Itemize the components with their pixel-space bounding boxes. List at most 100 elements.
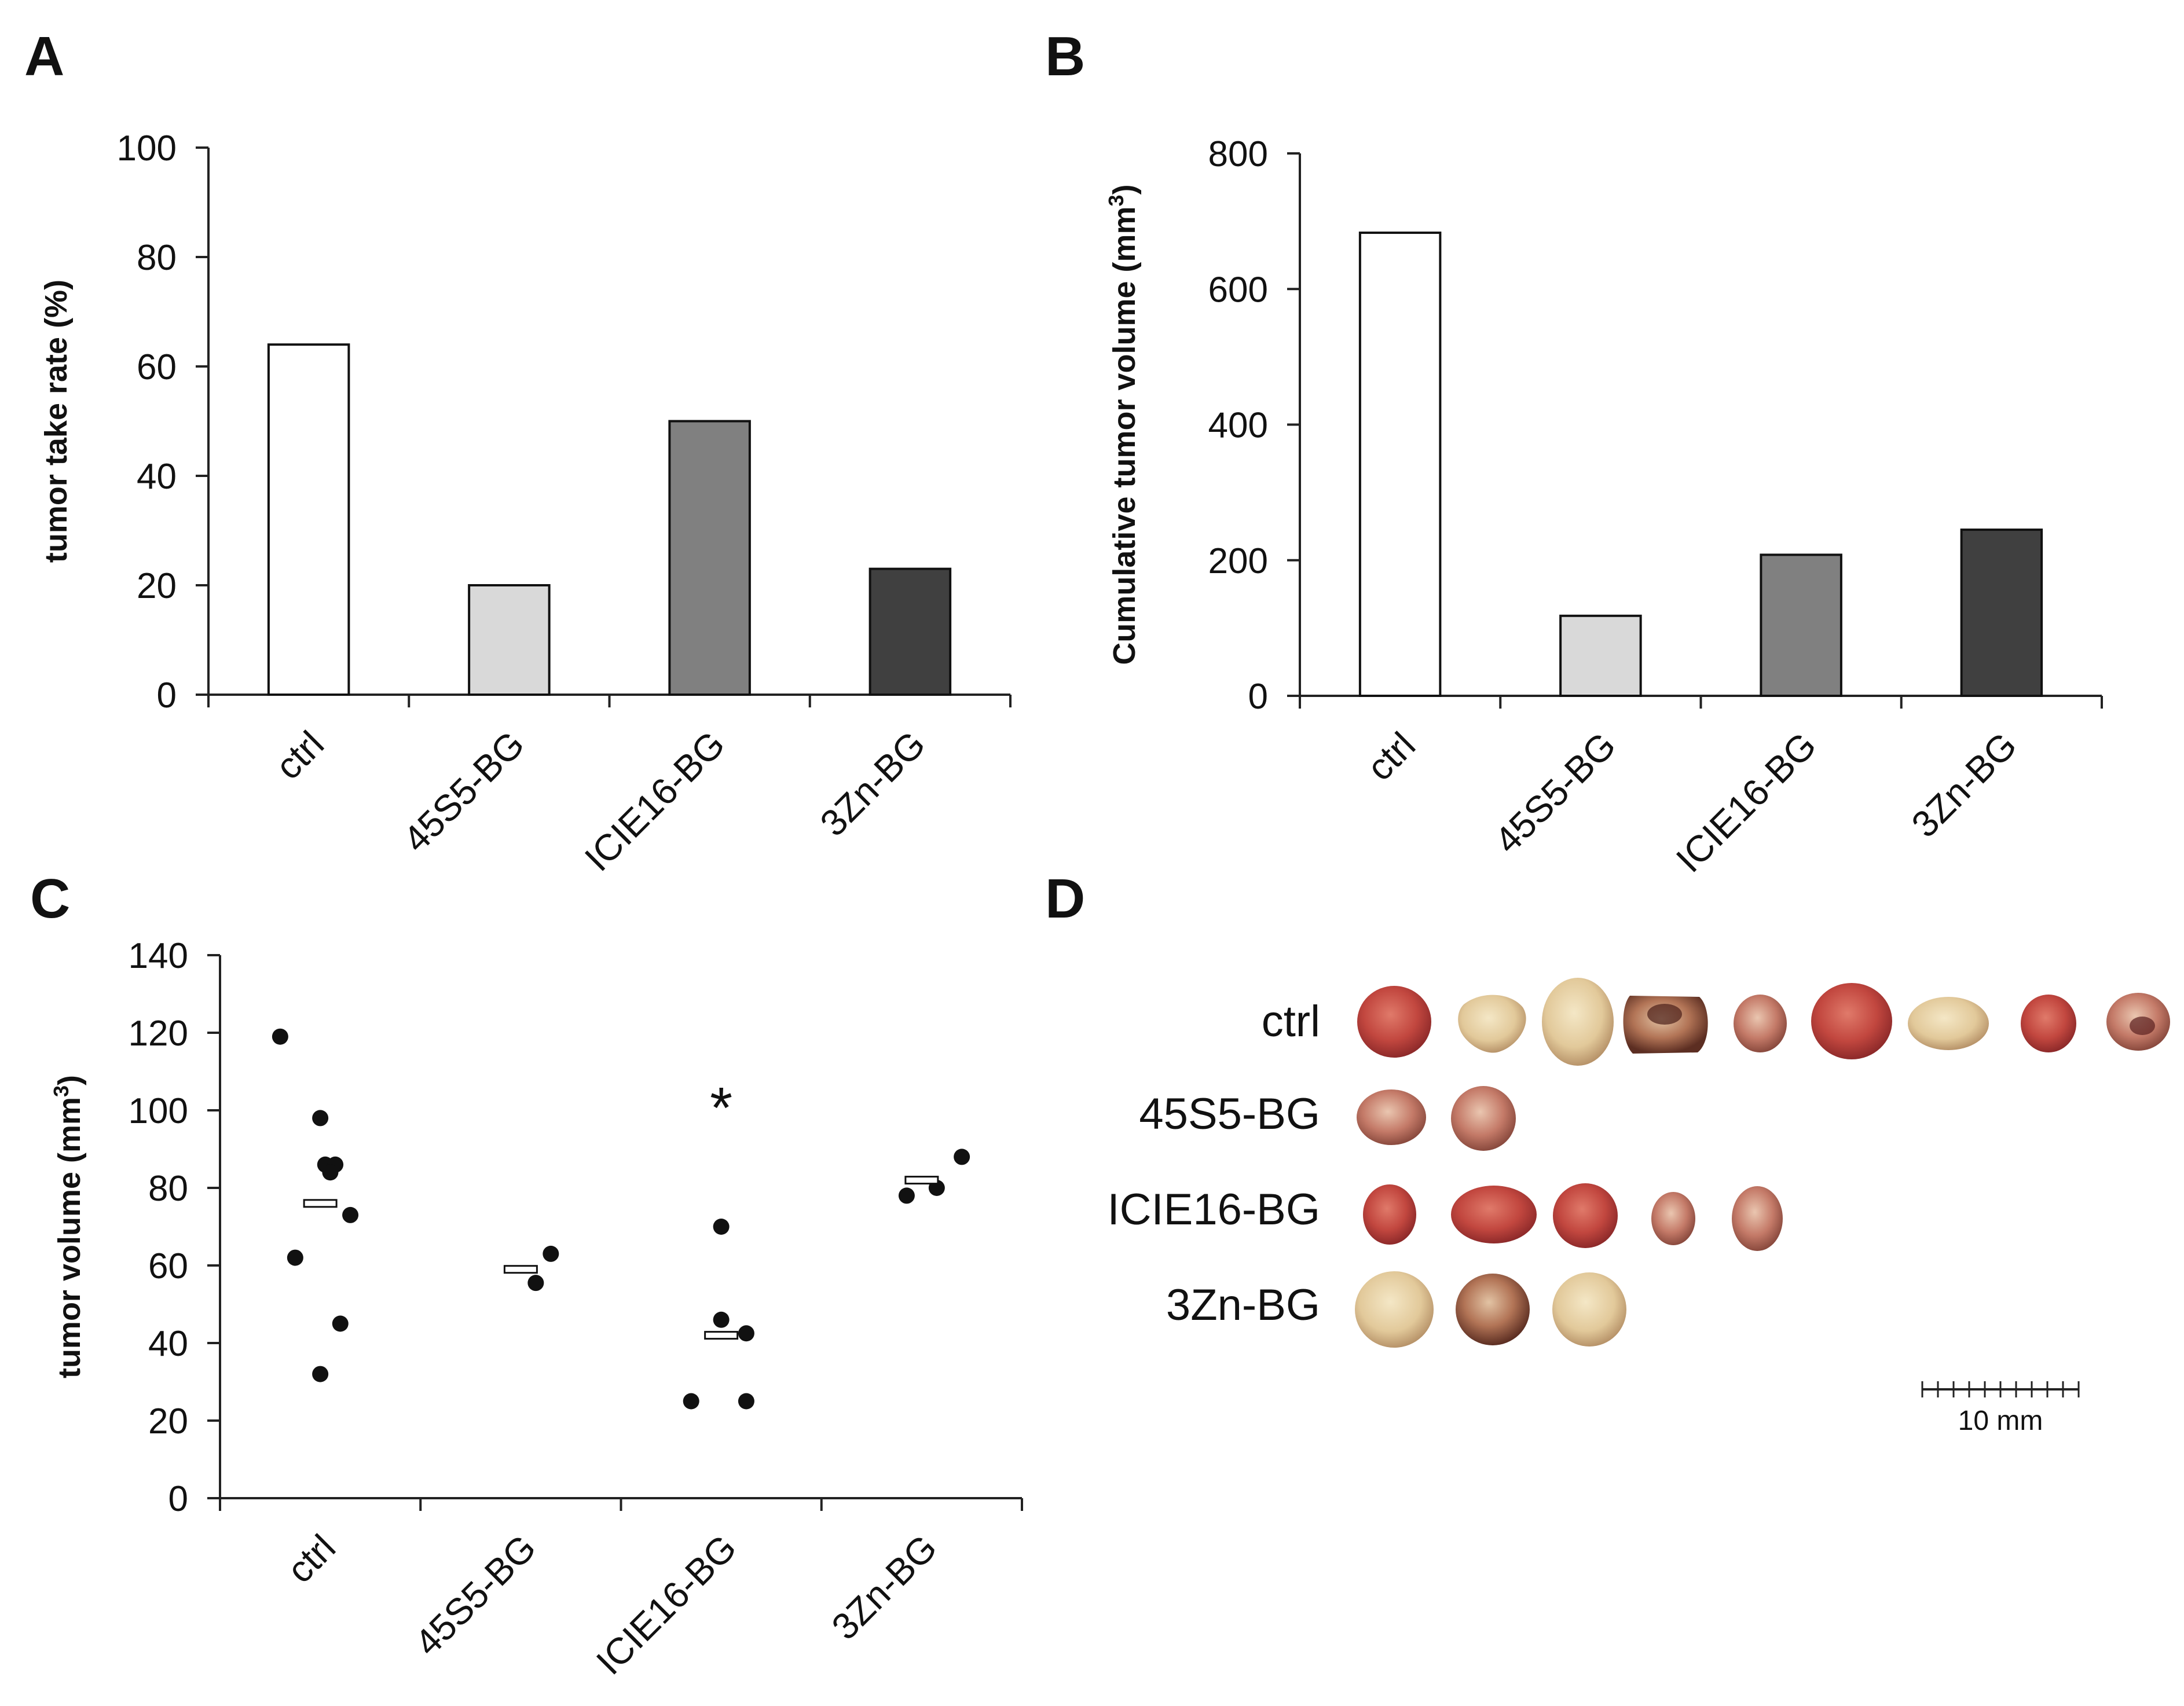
bar-icie16-bg [1760,553,1842,697]
data-point-45s5-bg [543,1245,559,1262]
data-point-ctrl [332,1315,349,1332]
tumor-photo-panel: ctrl 45S5-BG ICIE16-BG 3Zn-BG 10 [1108,978,2170,1436]
tumor-photo [1451,1086,1516,1151]
y-tick-label: 600 [1208,270,1268,310]
x-category-label-3zn-bg: 3Zn-BG [812,723,933,844]
y-tick-label: 120 [129,1014,188,1054]
y-axis-label-end: ) [52,1075,87,1085]
data-point-ctrl [272,1028,288,1045]
tumor-photo [1451,1186,1537,1243]
y-tick-label: 20 [137,566,177,606]
x-category-label-ctrl: ctrl [1359,724,1423,788]
bar-icie16-bg [668,420,751,696]
data-point-45s5-bg [527,1275,544,1292]
data-point-3zn-bg [898,1187,915,1204]
y-tick-label: 60 [137,347,177,387]
x-category-label-3zn-bg: 3Zn-BG [823,1527,944,1648]
bar-ctrl [267,343,350,696]
x-category-label-icie16-bg: ICIE16-BG [1668,724,1824,880]
bar-45s5-bg [468,584,551,696]
tumor-photo [1623,996,1708,1054]
bar-3zn-bg [1960,529,2043,697]
y-tick-label: 800 [1208,134,1268,174]
y-tick-label: 0 [168,1479,188,1519]
tumor-photo [1732,1186,1783,1251]
bar-3zn-bg [869,567,952,696]
tumor-photo [1553,1183,1618,1248]
data-point-ctrl [312,1366,329,1382]
panel-label-d: D [1045,868,1085,930]
photo-row-label-icie16: ICIE16-BG [1108,1185,1320,1234]
tumor-photo [1542,978,1614,1066]
chart-b-cumulative-volume: 0 200 400 600 800 ctrl 45S5-BG ICIE16-BG 3Zn-BG C… [1104,134,2103,880]
panel-label-a: A [24,25,64,87]
panel-label-c: C [30,868,70,930]
mean-marker-ctrl [303,1199,338,1208]
x-category-label-icie16-bg: ICIE16-BG [577,723,733,879]
x-category-label-45s5-bg: 45S5-BG [395,723,532,860]
photo-row-label-45s5: 45S5-BG [1139,1089,1320,1139]
y-tick-label: 60 [148,1246,188,1286]
scale-bar [1921,1381,2080,1397]
data-point-icie16-bg [713,1219,730,1235]
x-category-label-ctrl: ctrl [267,723,332,787]
y-tick-label: 0 [1248,677,1268,717]
data-point-icie16-bg [738,1393,754,1410]
y-axis-label: Cumulative tumor volume (mm3) [1104,184,1142,665]
tumor-photo [1734,995,1787,1052]
mean-marker-icie16-bg [704,1331,739,1340]
panel-label-b: B [1045,25,1085,87]
y-tick-label: 100 [129,1091,188,1131]
y-tick-label: 40 [137,457,177,497]
bar-45s5-bg [1559,614,1642,697]
scale-bar-label: 10 mm [1958,1406,2043,1436]
y-tick-label: 40 [148,1324,188,1364]
tumor-photo [1357,1089,1426,1145]
chart-a-tumor-take-rate: 0 20 40 60 80 100 ctrl 45S5-BG ICIE16-BG 3Zn-BG tu… [39,129,1012,879]
tumor-photo [1811,983,1892,1059]
tumor-photo [1363,1184,1416,1245]
y-axis-label-superscript: 3 [49,1085,73,1097]
bar-ctrl [1358,232,1442,697]
tumor-photo [1651,1192,1695,1245]
tumor-photo [1552,1272,1626,1347]
tumor-photo [1458,995,1526,1053]
data-point-ctrl [342,1206,359,1223]
y-axis-label-end: ) [1107,184,1142,195]
y-tick-label: 100 [117,129,177,168]
chart-c-tumor-volume-scatter: 0 20 40 60 80 100 120 140 ctrl 45S5-BG ICIE16-BG 3Z… [49,936,1023,1683]
x-category-label-45s5-bg: 45S5-BG [406,1527,544,1664]
tumor-dark-spot [2130,1017,2155,1035]
y-axis-label: tumor take rate (%) [39,280,74,563]
data-point-ctrl [322,1164,339,1181]
mean-marker-3zn-bg [904,1176,939,1185]
tumor-photo [1355,1271,1434,1348]
significance-asterisk: * [710,1076,732,1140]
x-category-label-3zn-bg: 3Zn-BG [1903,724,2024,845]
y-tick-label: 400 [1208,406,1268,446]
y-tick-label: 140 [129,936,188,976]
y-axis-label-main: Cumulative tumor volume (mm [1107,206,1142,665]
data-point-icie16-bg [683,1393,699,1410]
photo-row-label-3zn: 3Zn-BG [1166,1281,1320,1330]
y-axis-label: tumor volume (mm3) [49,1075,87,1378]
data-point-ctrl [287,1249,303,1266]
y-tick-label: 200 [1208,541,1268,581]
x-category-label-45s5-bg: 45S5-BG [1486,724,1624,861]
tumor-photo [1908,997,1989,1050]
y-axis-label-superscript: 3 [1104,195,1128,206]
data-point-ctrl [312,1110,329,1127]
x-category-label-icie16-bg: ICIE16-BG [588,1527,745,1683]
data-point-icie16-bg [713,1311,730,1328]
y-tick-label: 80 [137,238,177,278]
x-category-label-ctrl: ctrl [279,1527,343,1591]
tumor-photo [1456,1274,1530,1345]
data-point-icie16-bg [738,1325,754,1342]
mean-marker-45s5-bg [503,1265,538,1274]
y-tick-label: 20 [148,1402,188,1441]
y-tick-label: 80 [148,1169,188,1209]
data-point-3zn-bg [954,1149,970,1165]
y-axis-label-main: tumor volume (mm [52,1097,87,1378]
photo-row-label-ctrl: ctrl [1262,997,1320,1046]
